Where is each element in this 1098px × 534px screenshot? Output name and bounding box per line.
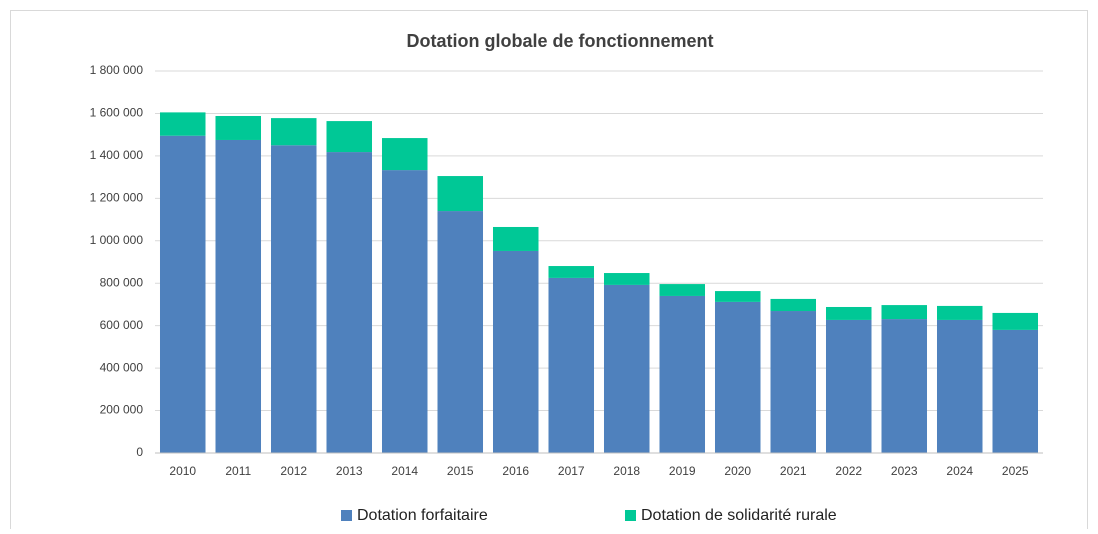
x-tick-label: 2012	[280, 464, 307, 478]
bar-segment	[714, 291, 761, 302]
legend-label: Dotation forfaitaire	[357, 507, 488, 524]
bar-segment	[659, 295, 706, 453]
x-tick-label: 2016	[502, 464, 529, 478]
bar-segment	[825, 319, 872, 453]
bar-segment	[326, 152, 373, 453]
bar-segment	[770, 311, 817, 453]
x-tick-label: 2011	[225, 464, 251, 478]
y-tick-label: 1 000 000	[90, 233, 144, 247]
x-tick-label: 2023	[891, 464, 918, 478]
bar-segment	[381, 138, 428, 171]
y-tick-label: 400 000	[100, 360, 144, 374]
bar-segment	[548, 277, 595, 453]
bar-segment	[825, 306, 872, 320]
bar-segment	[492, 226, 539, 251]
x-tick-label: 2025	[1002, 464, 1029, 478]
x-tick-label: 2014	[391, 464, 418, 478]
x-tick-label: 2022	[835, 464, 862, 478]
bar-segment	[326, 121, 373, 153]
x-tick-label: 2017	[558, 464, 585, 478]
x-tick-label: 2021	[780, 464, 807, 478]
legend-swatch	[341, 510, 352, 521]
y-tick-label: 0	[136, 445, 143, 459]
x-tick-label: 2015	[447, 464, 474, 478]
bar-segment	[603, 273, 650, 285]
bar-segment	[381, 170, 428, 453]
y-tick-label: 800 000	[100, 275, 144, 289]
y-tick-label: 1 400 000	[90, 148, 144, 162]
bar-segment	[270, 145, 317, 453]
bar-segment	[992, 312, 1039, 330]
x-tick-label: 2013	[336, 464, 363, 478]
bar-segment	[437, 176, 484, 212]
chart-frame	[10, 10, 1088, 534]
x-tick-label: 2024	[946, 464, 973, 478]
x-tick-label: 2020	[724, 464, 751, 478]
bar-segment	[159, 112, 206, 136]
legend-label: Dotation de solidarité rurale	[641, 507, 837, 524]
legend-swatch	[625, 510, 636, 521]
y-tick-label: 1 600 000	[90, 106, 144, 120]
x-tick-label: 2010	[169, 464, 196, 478]
y-tick-label: 1 200 000	[90, 191, 144, 205]
bar-segment	[270, 118, 317, 146]
y-tick-label: 600 000	[100, 318, 144, 332]
bar-segment	[770, 298, 817, 312]
bar-segment	[548, 266, 595, 278]
bar-segment	[215, 139, 262, 453]
bar-segment	[992, 329, 1039, 453]
bar-segment	[881, 319, 928, 453]
y-tick-label: 200 000	[100, 403, 144, 417]
bar-segment	[659, 284, 706, 296]
bar-segment	[159, 135, 206, 453]
chart-title: Dotation globale de fonctionnement	[407, 31, 714, 51]
bar-segment	[215, 115, 262, 140]
bar-segment	[714, 301, 761, 453]
bar-segment	[603, 284, 650, 453]
x-tick-label: 2019	[669, 464, 696, 478]
bar-segment	[492, 250, 539, 453]
bar-segment	[936, 305, 983, 320]
bar-segment	[437, 211, 484, 453]
y-tick-label: 1 800 000	[90, 63, 144, 77]
x-tick-label: 2018	[613, 464, 640, 478]
bar-segment	[936, 319, 983, 453]
bar-segment	[881, 305, 928, 320]
